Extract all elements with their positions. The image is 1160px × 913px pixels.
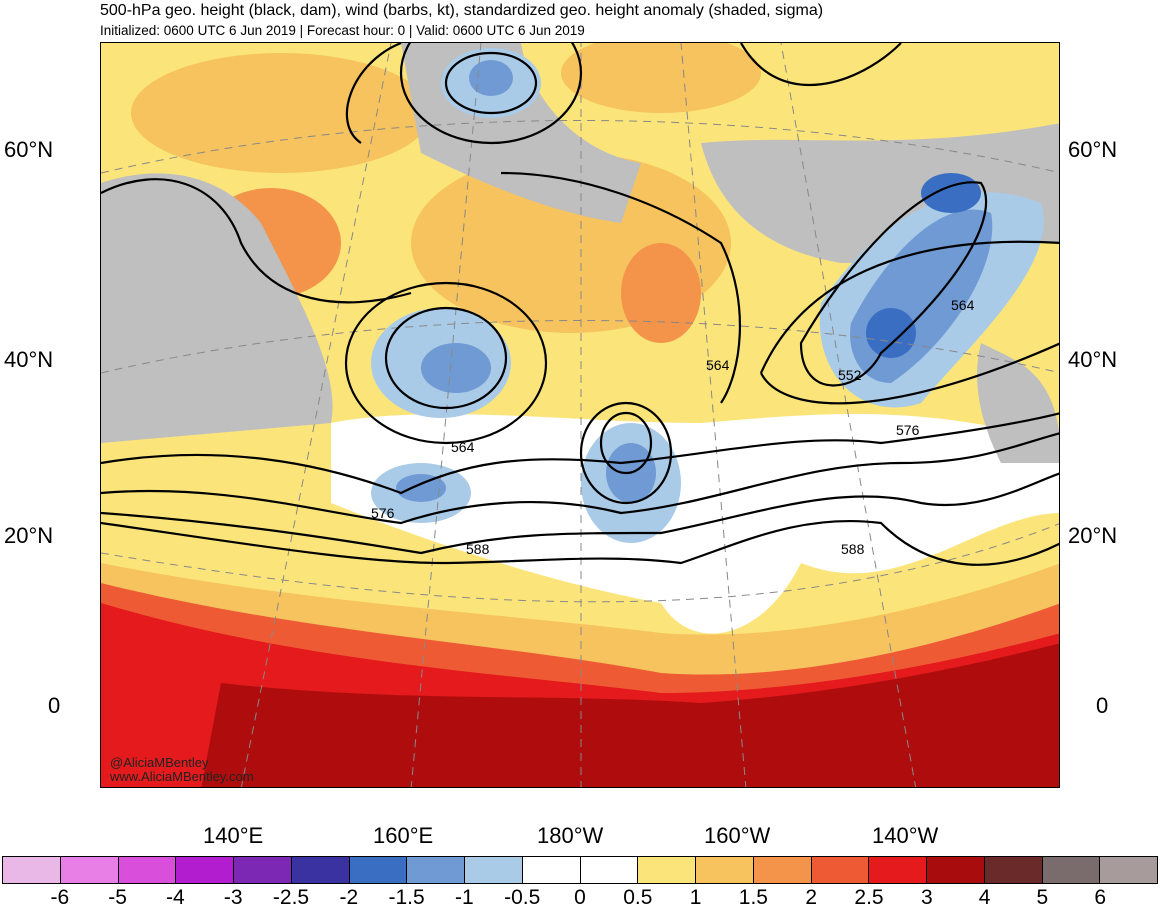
lat-label-0-left: 0 bbox=[48, 693, 61, 718]
colorbar-swatch bbox=[927, 857, 985, 883]
colorbar-swatch bbox=[580, 857, 639, 883]
anomaly-positive-nw bbox=[131, 53, 431, 173]
anomaly-negative-kamchatka-core bbox=[421, 343, 491, 393]
colorbar bbox=[2, 856, 1158, 884]
contour-label-564-north: 564 bbox=[706, 357, 730, 373]
colorbar-swatch bbox=[407, 857, 465, 883]
colorbar-tick-label: -2.5 bbox=[272, 886, 310, 909]
land-west-coast bbox=[977, 343, 1059, 463]
colorbar-swatch bbox=[984, 857, 1043, 883]
colorbar-tick-label: 0 bbox=[574, 886, 586, 909]
chart-subtitle: Initialized: 0600 UTC 6 Jun 2019 | Forec… bbox=[100, 23, 585, 38]
colorbar-swatch bbox=[118, 857, 177, 883]
colorbar-tick-label: 2.5 bbox=[854, 886, 884, 909]
anomaly-positive-arctic bbox=[561, 43, 761, 113]
colorbar-swatch bbox=[349, 857, 408, 883]
map-svg: 564 564 552 576 564 576 588 588 bbox=[101, 43, 1059, 787]
lat-label-40n-left: 40°N bbox=[4, 347, 54, 372]
lat-label-60n-right: 60°N bbox=[1068, 137, 1118, 162]
lon-label-140e: 140°E bbox=[203, 823, 264, 848]
colorbar-tick-label: -4 bbox=[166, 886, 185, 909]
anomaly-negative-subtropic-west-core bbox=[396, 474, 446, 502]
colorbar-tick-label: -5 bbox=[108, 886, 127, 909]
contour-label-576-west: 576 bbox=[371, 505, 395, 521]
colorbar-swatch bbox=[696, 857, 754, 883]
lon-label-160w: 160°W bbox=[704, 823, 771, 848]
lat-label-60n-left: 60°N bbox=[4, 137, 54, 162]
colorbar-swatch bbox=[753, 857, 812, 883]
lat-label-20n-left: 20°N bbox=[4, 523, 54, 548]
map-panel: 564 564 552 576 564 576 588 588 bbox=[100, 42, 1060, 788]
contour-label-576-east: 576 bbox=[896, 422, 920, 438]
anomaly-negative-canada-core bbox=[921, 173, 981, 213]
colorbar-swatch bbox=[1042, 857, 1101, 883]
credit-handle: @AliciaMBentley bbox=[110, 755, 209, 770]
contour-label-588-west: 588 bbox=[466, 541, 490, 557]
land-asia bbox=[101, 173, 333, 444]
colorbar-tick-label: 5 bbox=[1036, 886, 1049, 909]
anomaly-positive-alaska bbox=[621, 243, 701, 343]
colorbar-tick-label: -2 bbox=[339, 886, 359, 909]
anomaly-zero-band bbox=[331, 414, 1059, 634]
colorbar-swatch bbox=[291, 857, 350, 883]
lon-label-140w: 140°W bbox=[872, 823, 939, 848]
lat-label-20n-right: 20°N bbox=[1068, 523, 1118, 548]
colorbar-swatch bbox=[465, 857, 523, 883]
graticule bbox=[101, 43, 1059, 787]
colorbar-tick-label: 6 bbox=[1094, 886, 1107, 909]
height-contours bbox=[101, 43, 1059, 566]
colorbar-tick-label: 3 bbox=[920, 886, 933, 909]
colorbar-tick-label: -3 bbox=[223, 886, 243, 909]
anomaly-band-4 bbox=[201, 643, 1059, 787]
anomaly-negative-arctic-core bbox=[469, 60, 513, 96]
chart-title: 500-hPa geo. height (black, dam), wind (… bbox=[100, 2, 824, 19]
contour-label-564-west: 564 bbox=[451, 439, 475, 455]
colorbar-swatch bbox=[811, 857, 870, 883]
colorbar-swatch bbox=[638, 857, 696, 883]
contour-label-588-east: 588 bbox=[841, 541, 865, 557]
colorbar-tick-label: 2 bbox=[805, 886, 818, 909]
colorbar-tick-label: 1.5 bbox=[738, 886, 768, 909]
lon-label-180w: 180°W bbox=[537, 823, 604, 848]
colorbar-swatch bbox=[869, 857, 927, 883]
contour-label-564-east: 564 bbox=[951, 297, 975, 313]
colorbar-swatch bbox=[60, 857, 119, 883]
credit-website: www.AliciaMBentley.com bbox=[110, 769, 254, 784]
colorbar-tick-label: -1.5 bbox=[388, 886, 425, 909]
contour-label-552: 552 bbox=[838, 367, 862, 383]
colorbar-tick-label: 0.5 bbox=[623, 886, 653, 909]
colorbar-tick-label: 4 bbox=[978, 886, 991, 909]
lat-label-0-right: 0 bbox=[1096, 693, 1109, 718]
anomaly-negative-gulf-alaska-core bbox=[866, 308, 916, 358]
colorbar-swatch bbox=[3, 857, 61, 883]
colorbar-tick-label: -6 bbox=[50, 886, 70, 909]
colorbar-swatch bbox=[176, 857, 234, 883]
colorbar-swatch bbox=[234, 857, 292, 883]
contour-labels: 564 564 552 576 564 576 588 588 bbox=[371, 297, 975, 557]
colorbar-tick-label: -0.5 bbox=[504, 886, 541, 909]
colorbar-swatch bbox=[1100, 857, 1157, 883]
colorbar-tick-label: -1 bbox=[455, 886, 474, 909]
colorbar-swatch bbox=[522, 857, 581, 883]
colorbar-tick-label: 1 bbox=[689, 886, 702, 909]
lon-label-160e: 160°E bbox=[373, 823, 434, 848]
lat-label-40n-right: 40°N bbox=[1068, 347, 1118, 372]
